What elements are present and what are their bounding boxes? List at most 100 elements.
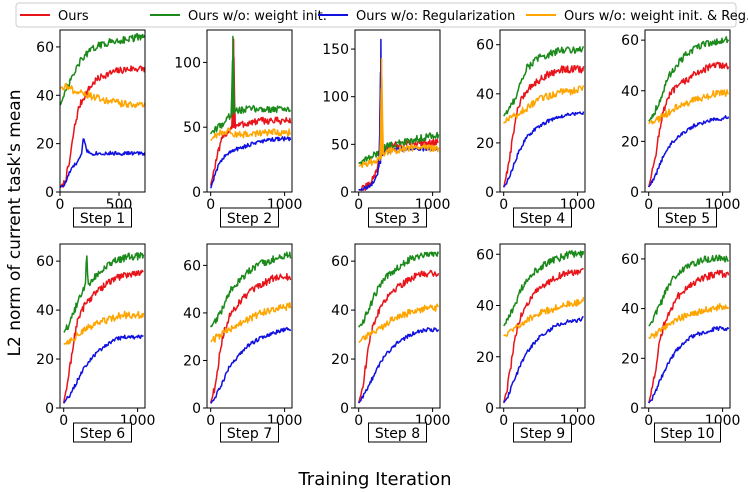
series-line-ours-w-o-weight-init bbox=[63, 251, 145, 333]
series-line-ours-w-o-regularization bbox=[209, 136, 292, 189]
step-label-box bbox=[658, 207, 717, 228]
series-line-ours-w-o-weight-init bbox=[503, 250, 585, 327]
x-tick-label: 0 bbox=[499, 197, 508, 213]
series-line-ours-w-o-regularization bbox=[210, 326, 292, 404]
x-tick-label: 0 bbox=[644, 413, 653, 429]
series-line-ours-w-o-weight-init bbox=[648, 36, 730, 122]
y-tick-label: 20 bbox=[36, 137, 54, 153]
x-tick-label: 0 bbox=[354, 197, 363, 213]
series-line-ours bbox=[502, 64, 585, 188]
x-tick-label: 0 bbox=[206, 413, 215, 429]
x-tick-label: 0 bbox=[499, 413, 508, 429]
step-label-box bbox=[368, 207, 427, 228]
y-tick-label: 60 bbox=[476, 247, 494, 263]
legend-label-ours-w-o-weight-init-reg: Ours w/o: weight init. & Reg. bbox=[564, 9, 748, 24]
series-line-ours-w-o-weight-init-reg bbox=[503, 296, 585, 338]
plot-frame bbox=[354, 243, 441, 409]
step-label: Step 9 bbox=[520, 426, 565, 442]
series-line-ours-w-o-regularization bbox=[503, 111, 585, 188]
series-line-ours-w-o-weight-init bbox=[358, 251, 440, 328]
y-tick-label: 20 bbox=[36, 352, 54, 368]
step-label: Step 3 bbox=[375, 211, 420, 227]
step-label-box bbox=[513, 207, 572, 228]
series-line-ours-w-o-weight-init bbox=[503, 46, 585, 117]
y-tick-label: 50 bbox=[183, 120, 201, 136]
series-line-ours-w-o-regularization bbox=[63, 334, 144, 404]
y-tick-label: 40 bbox=[36, 303, 54, 319]
series-line-ours-w-o-weight-init-reg bbox=[358, 57, 440, 169]
legend-label-ours: Ours bbox=[58, 9, 89, 24]
plot-frame bbox=[59, 243, 146, 409]
legend-label-ours-w-o-weight-init: Ours w/o: weight init. bbox=[188, 9, 327, 24]
plot-frame bbox=[644, 29, 731, 193]
series-line-ours bbox=[647, 269, 730, 404]
step-label: Step 2 bbox=[227, 211, 272, 227]
series-line-ours bbox=[60, 65, 145, 188]
y-tick-label: 0 bbox=[485, 401, 494, 417]
x-tick-label: 0 bbox=[206, 197, 215, 213]
y-tick-label: 60 bbox=[183, 258, 201, 274]
y-tick-label: 0 bbox=[630, 401, 639, 417]
step-label-box bbox=[513, 422, 572, 443]
x-tick-label: 0 bbox=[644, 197, 653, 213]
plot-frame bbox=[59, 29, 146, 193]
legend-label-ours-w-o-regularization: Ours w/o: Regularization bbox=[356, 9, 515, 24]
series-line-ours-w-o-weight-init-reg bbox=[648, 89, 730, 125]
y-tick-label: 0 bbox=[485, 185, 494, 201]
legend: Ours Ours w/o: weight init. Ours w/o: Regu… bbox=[15, 2, 748, 28]
step-label: Step 6 bbox=[80, 426, 125, 442]
y-tick-label: 50 bbox=[331, 137, 349, 153]
series-line-ours-w-o-regularization bbox=[648, 115, 730, 188]
y-tick-label: 40 bbox=[331, 303, 349, 319]
plot-frame bbox=[206, 243, 293, 409]
series-line-ours-w-o-weight-init-reg bbox=[358, 303, 440, 343]
series-line-ours-w-o-weight-init-reg bbox=[648, 302, 730, 339]
y-tick-label: 20 bbox=[476, 136, 494, 152]
y-tick-label: 20 bbox=[476, 350, 494, 366]
y-tick-label: 60 bbox=[621, 33, 639, 49]
y-tick-label: 40 bbox=[476, 299, 494, 315]
series-line-ours bbox=[647, 61, 730, 188]
step-label: Step 5 bbox=[665, 211, 710, 227]
y-tick-label: 0 bbox=[192, 185, 201, 201]
series-line-ours-w-o-weight-init bbox=[210, 35, 292, 135]
y-axis-label: L2 norm of current task's mean bbox=[5, 90, 25, 357]
y-tick-label: 150 bbox=[322, 42, 349, 58]
y-tick-label: 60 bbox=[36, 254, 54, 270]
series-line-ours-w-o-regularization bbox=[503, 315, 584, 404]
series-line-ours bbox=[502, 267, 584, 403]
series-line-ours-w-o-weight-init-reg bbox=[60, 82, 145, 109]
step-label-box bbox=[654, 422, 721, 443]
y-tick-label: 40 bbox=[36, 88, 54, 104]
step-label: Step 10 bbox=[660, 426, 714, 442]
series-line-ours bbox=[62, 269, 144, 404]
y-tick-label: 40 bbox=[621, 84, 639, 100]
legend-frame bbox=[15, 2, 737, 28]
y-tick-label: 0 bbox=[192, 401, 201, 417]
y-tick-label: 60 bbox=[476, 38, 494, 54]
series-line-ours-w-o-weight-init-reg bbox=[63, 310, 145, 346]
series-line-ours-w-o-regularization bbox=[358, 327, 440, 404]
x-tick-label: 0 bbox=[354, 413, 363, 429]
y-tick-label: 0 bbox=[630, 185, 639, 201]
x-tick-label: 0 bbox=[59, 413, 68, 429]
series-line-ours-w-o-weight-init-reg bbox=[210, 127, 291, 142]
y-tick-label: 100 bbox=[322, 90, 349, 106]
y-tick-label: 0 bbox=[340, 185, 349, 201]
series-line-ours-w-o-weight-init bbox=[358, 131, 440, 167]
series-line-ours-w-o-regularization bbox=[60, 138, 145, 189]
y-tick-label: 60 bbox=[621, 252, 639, 268]
step-label: Step 7 bbox=[227, 426, 272, 442]
series-line-ours bbox=[209, 38, 292, 186]
